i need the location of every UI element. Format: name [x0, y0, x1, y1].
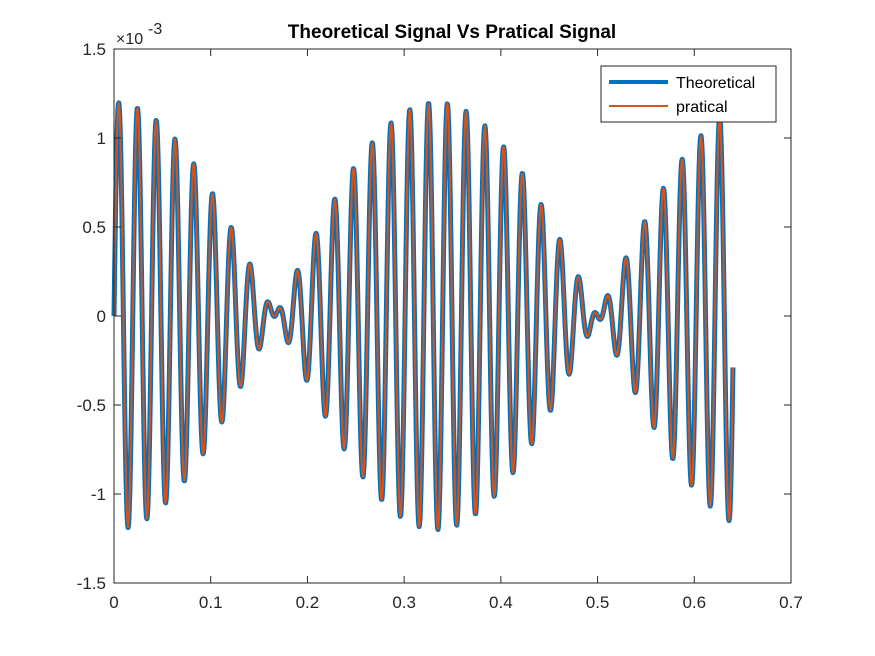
y-tick-label: -0.5 — [77, 396, 106, 415]
legend-box — [600, 65, 777, 123]
x-tick-label: 0.6 — [682, 593, 706, 612]
legend-label-theoretical: Theoretical — [676, 75, 755, 92]
x-tick-label: 0.7 — [779, 593, 803, 612]
x-tick-label: 0.3 — [392, 593, 416, 612]
y-exponent-base: ×10 — [116, 31, 143, 48]
x-tick-label: 0.5 — [586, 593, 610, 612]
y-tick-label: 0 — [97, 307, 106, 326]
y-exponent-power: -3 — [148, 21, 162, 38]
x-tick-label: 0.4 — [489, 593, 513, 612]
series-line-pratical — [113, 101, 734, 531]
y-tick-label: -1 — [91, 485, 106, 504]
y-tick-label: 0.5 — [82, 218, 106, 237]
chart-title: Theoretical Signal Vs Pratical Signal — [288, 22, 616, 43]
legend-label-pratical: pratical — [676, 99, 728, 116]
y-tick-label: -1.5 — [77, 574, 106, 593]
legend: Theoretical pratical — [600, 65, 777, 123]
y-tick-label: 1.5 — [82, 40, 106, 59]
axes-layer: 0 0.1 0.2 0.3 0.4 0.5 0.6 0.7 -1.5 -1 -0.5 0 0.5 1 1.5 — [77, 40, 803, 612]
x-tick-label: 0.2 — [296, 593, 320, 612]
series-layer — [111, 100, 736, 533]
x-tick-label: 0.1 — [199, 593, 223, 612]
y-exponent-label: ×10 -3 — [116, 21, 162, 48]
y-tick-label: 1 — [97, 129, 106, 148]
x-tick-label: 0 — [109, 593, 118, 612]
